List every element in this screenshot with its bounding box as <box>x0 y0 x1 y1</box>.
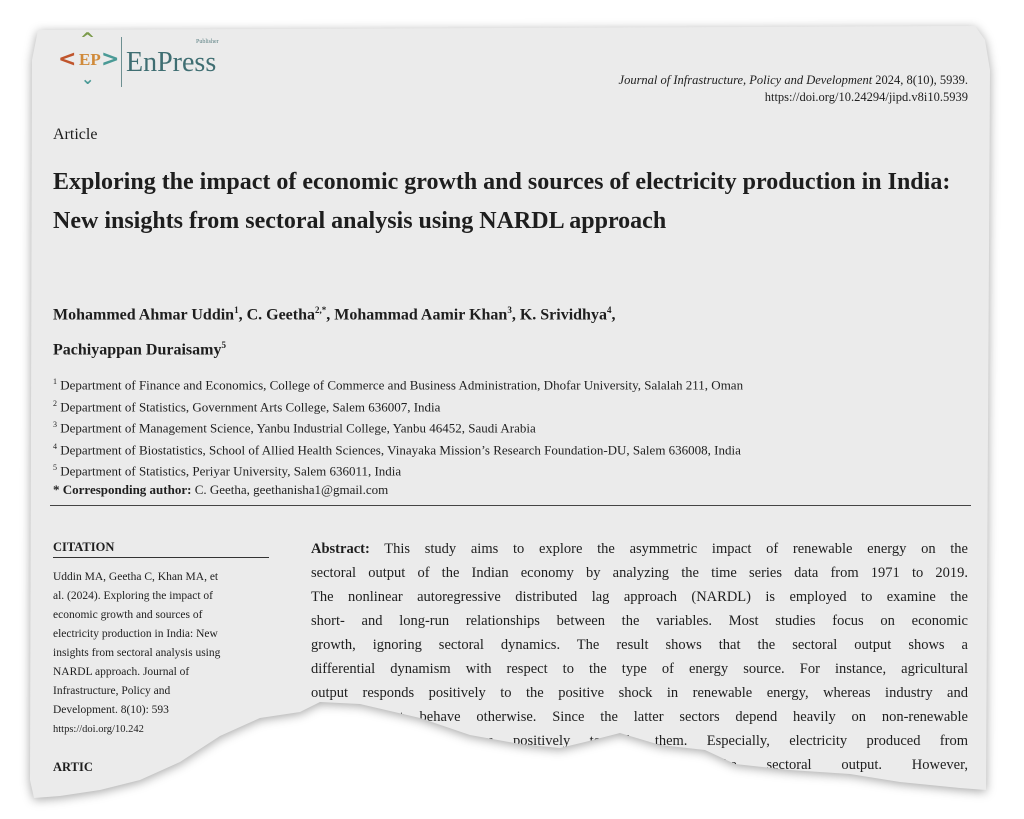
citation-line: electricity production in India: New <box>53 628 218 640</box>
abstract-line: sectoral output of the Indian economy by… <box>311 565 968 581</box>
aff-num: 1 <box>53 377 57 386</box>
aff-text: Department of Management Science, Yanbu … <box>60 420 536 436</box>
abstract-line: growth, ignoring sectoral dynamics. The … <box>311 637 968 653</box>
aff-num: 5 <box>53 463 57 472</box>
abstract-line: short- and long-run relationships betwee… <box>311 613 968 629</box>
author: Mohammad Aamir Khan <box>334 306 508 324</box>
author-sup: 3 <box>507 305 512 315</box>
article-type: Article <box>53 126 98 143</box>
logo-mark: EP <box>79 50 101 69</box>
abstract-line: Abstract: This study aims to explore the… <box>311 540 968 558</box>
abstract-text: This study aims to explore the asymmetri… <box>369 541 968 557</box>
chevron-up-icon: ^ <box>80 29 96 50</box>
citation-line: Uddin MA, Geetha C, Khan MA, et <box>53 571 219 583</box>
aff-num: 2 <box>53 399 57 408</box>
author: Pachiyappan Duraisamy <box>53 341 222 359</box>
article-info-heading: ARTIC <box>53 760 93 774</box>
abstract-line: output responds positively to the positi… <box>311 685 968 701</box>
logo-subtitle: Publisher <box>196 39 219 45</box>
author-sup: 4 <box>606 305 612 315</box>
journal-name: Journal of Infrastructure, Policy and De… <box>618 73 873 87</box>
author: Mohammed Ahmar Uddin <box>53 306 235 324</box>
chevron-left-icon: < <box>58 47 77 72</box>
corresponding-author: * Corresponding author: C. Geetha, geeth… <box>53 482 388 498</box>
doi-link[interactable]: https://doi.org/10.24294/jipd.v8i10.5939 <box>764 90 968 104</box>
paper-title: Exploring the impact of economic growth … <box>53 169 951 234</box>
abstract-line: rces, they behave positively towards the… <box>362 733 968 749</box>
citation-line: NARDL approach. Journal of <box>53 666 190 678</box>
aff-text: Department of Statistics, Government Art… <box>60 399 441 415</box>
aff-text: Department of Statistics, Periyar Univer… <box>60 463 402 479</box>
author-sup: 2,* <box>315 305 327 315</box>
author: K. Srividhya <box>519 306 607 324</box>
sep: , <box>238 306 247 324</box>
journal-info: Journal of Infrastructure, Policy and De… <box>619 72 968 106</box>
aff-num: 4 <box>53 442 57 451</box>
section-divider <box>50 505 971 506</box>
abstract-line: ergy sources significantly affects the s… <box>420 757 968 773</box>
abstract-line: differential dynamism with respect to th… <box>311 661 968 677</box>
citation-divider <box>53 557 269 558</box>
citation-doi[interactable]: https://doi.org/10.242 <box>53 724 144 735</box>
affiliation: 2 Department of Statistics, Government A… <box>53 396 440 415</box>
citation-heading: CITATION <box>53 540 115 554</box>
sep: , <box>511 306 520 324</box>
journal-volume: 2024, 8(10), 5939. <box>872 73 968 87</box>
sep: , <box>326 306 335 324</box>
author-sup: 1 <box>234 305 239 315</box>
sep: , <box>611 306 616 324</box>
author: C. Geetha <box>246 306 315 324</box>
chevron-right-icon: > <box>101 47 120 72</box>
affiliation: 4 Department of Biostatistics, School of… <box>53 439 741 458</box>
citation-line: al. (2024). Exploring the impact of <box>53 590 214 602</box>
corresponding-label: * Corresponding author: <box>53 482 192 497</box>
citation-line: Development. 8(10): 593 <box>53 704 169 716</box>
affiliation: 5 Department of Statistics, Periyar Univ… <box>53 460 401 479</box>
citation-line: economic growth and sources of <box>53 609 203 621</box>
citation-line: Infrastructure, Policy and <box>53 685 171 697</box>
chevron-down-icon: ⌄ <box>81 69 95 88</box>
logo-name: EnPress <box>126 47 217 78</box>
abstract-line: ice output behave otherwise. Since the l… <box>334 709 968 725</box>
logo-divider <box>121 37 122 87</box>
aff-text: Department of Finance and Economics, Col… <box>60 377 744 393</box>
author-sup: 5 <box>221 340 226 351</box>
abstract-label: Abstract: <box>311 541 370 557</box>
aff-num: 3 <box>53 420 57 429</box>
corresponding-text: C. Geetha, geethanisha1@gmail.com <box>191 482 389 497</box>
affiliation: 1 Department of Finance and Economics, C… <box>53 374 743 393</box>
author-list: Mohammed Ahmar Uddin1, C. Geetha2,*, Moh… <box>53 295 615 366</box>
citation-line: insights from sectoral analysis using <box>53 647 221 659</box>
aff-text: Department of Biostatistics, School of A… <box>60 442 741 458</box>
affiliation: 3 Department of Management Science, Yanb… <box>53 417 536 436</box>
abstract-line: The nonlinear autoregressive distributed… <box>311 589 968 605</box>
